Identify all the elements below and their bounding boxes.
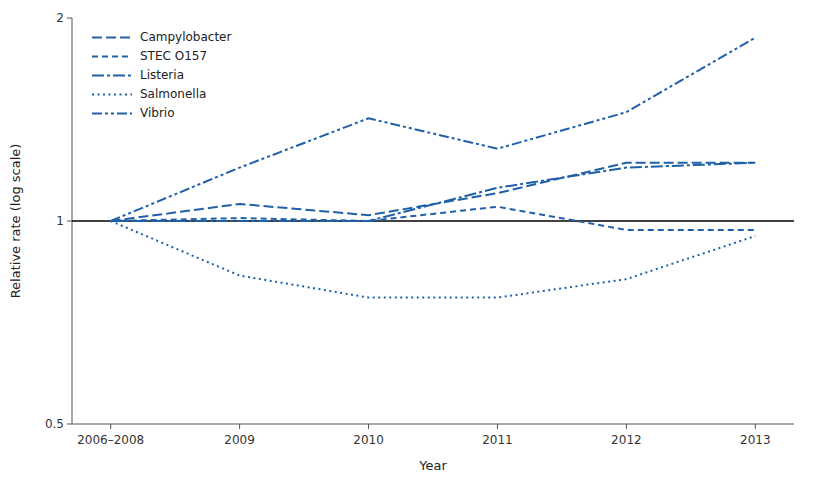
legend-label: Listeria: [140, 68, 184, 82]
y-axis-label: Relative rate (log scale): [8, 144, 23, 299]
series-line: [111, 163, 756, 221]
x-tick: [626, 424, 627, 429]
y-tick: [67, 424, 72, 425]
legend-swatch: [92, 94, 132, 96]
y-tick-label: 0.5: [45, 417, 64, 431]
x-tick-label: 2013: [740, 433, 771, 447]
x-tick: [755, 424, 756, 429]
x-tick: [497, 424, 498, 429]
legend-swatch: [92, 75, 132, 77]
series-line: [111, 221, 756, 298]
series-line: [111, 163, 756, 221]
legend-box: [84, 22, 264, 129]
x-axis-label: Year: [418, 458, 447, 473]
y-tick: [67, 18, 72, 19]
legend-label: Vibrio: [140, 106, 175, 120]
legend-label: Campylobacter: [140, 30, 231, 44]
x-tick-label: 2011: [482, 433, 513, 447]
legend: Campylobacter STEC O157 Listeria Salmonella…: [84, 22, 264, 129]
y-tick-label: 2: [56, 11, 64, 25]
chart: 0.5 1 2 2006–2008 2009 2010 2011 2012 2013 Year Re…: [0, 0, 816, 482]
legend-swatch: [92, 113, 132, 115]
x-tick: [110, 424, 111, 429]
x-tick: [368, 424, 369, 429]
legend-label: STEC O157: [140, 49, 207, 63]
y-tick-label: 1: [56, 214, 64, 228]
series-line: [111, 207, 756, 230]
x-tick-label: 2012: [611, 433, 642, 447]
x-tick-label: 2009: [224, 433, 255, 447]
x-axis: [72, 424, 794, 425]
x-tick-label: 2006–2008: [77, 433, 144, 447]
legend-label: Salmonella: [140, 87, 206, 101]
legend-swatch: [92, 37, 132, 39]
legend-swatch: [92, 56, 132, 58]
x-tick-label: 2010: [353, 433, 384, 447]
y-tick: [67, 221, 72, 222]
x-tick: [239, 424, 240, 429]
